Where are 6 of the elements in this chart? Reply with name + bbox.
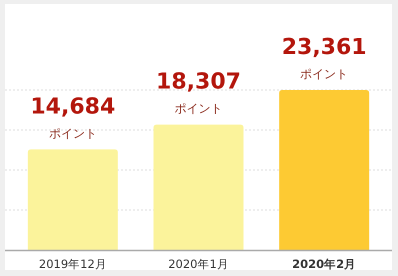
- data-label: 14,684 ポイント: [30, 94, 116, 140]
- x-tick-label: 2020年1月: [168, 257, 229, 271]
- x-tick-label: 2019年12月: [38, 257, 107, 271]
- x-tick-label: 2020年2月: [292, 257, 356, 271]
- data-label: 18,307 ポイント: [156, 70, 241, 116]
- data-label: 23,361 ポイント: [282, 35, 367, 81]
